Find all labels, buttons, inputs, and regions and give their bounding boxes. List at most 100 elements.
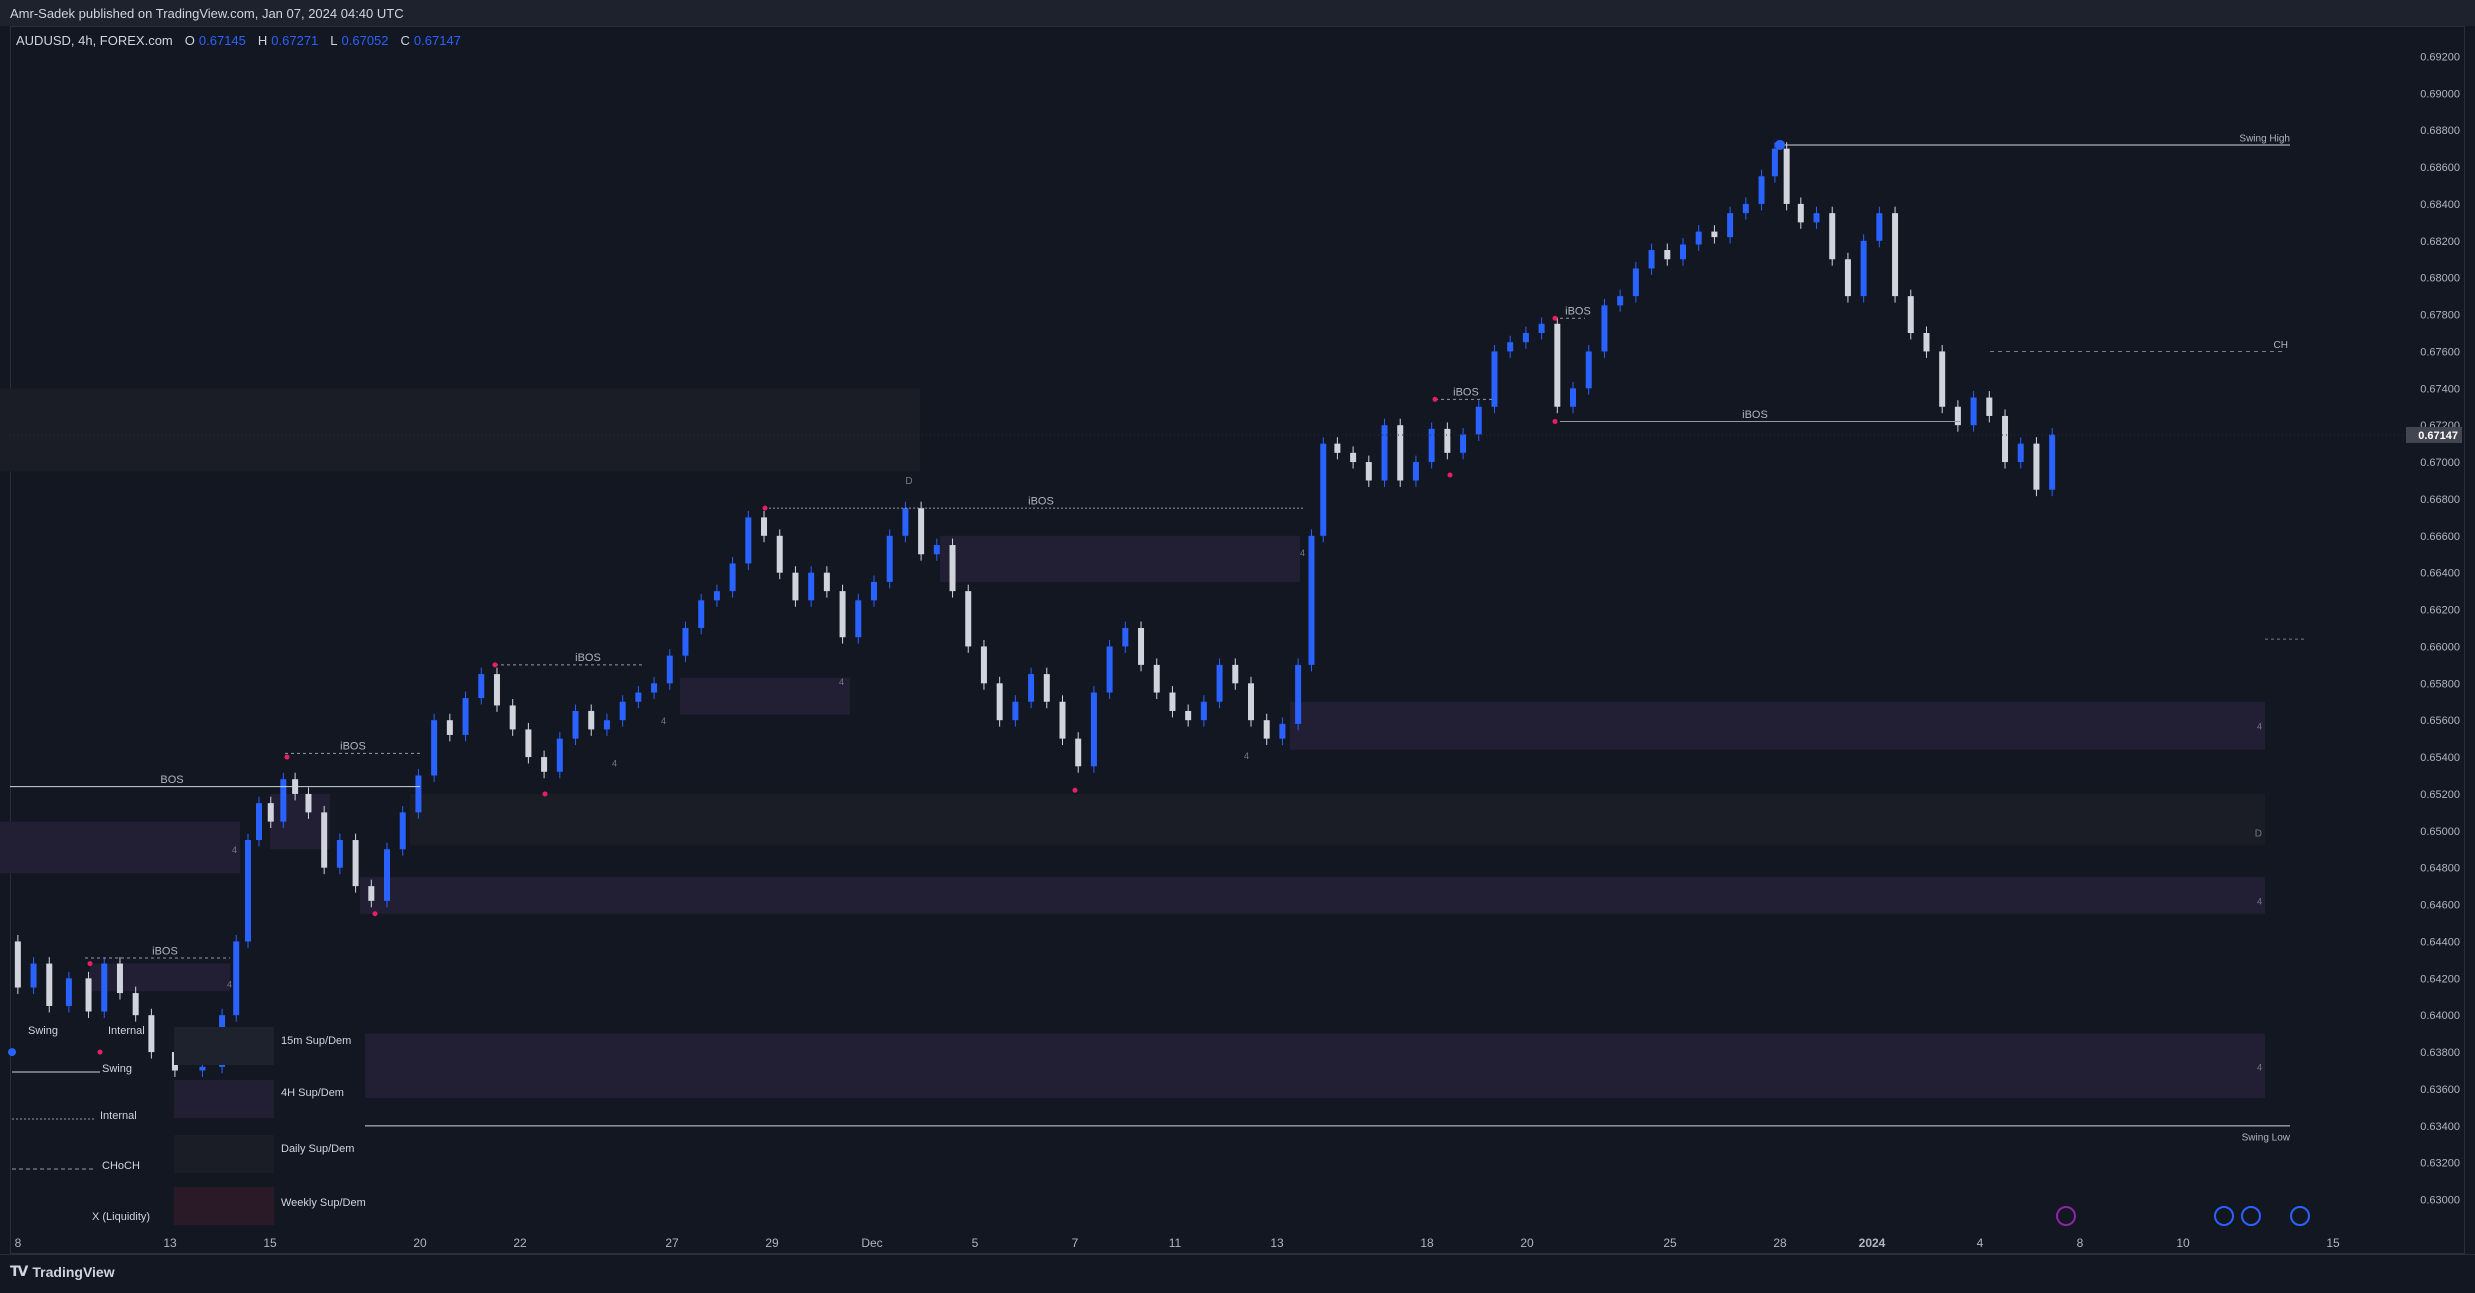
- candle-body[interactable]: [267, 803, 274, 822]
- candle-body[interactable]: [1907, 296, 1914, 333]
- candle-body[interactable]: [1617, 296, 1624, 306]
- candle-body[interactable]: [280, 779, 287, 822]
- candle-body[interactable]: [1632, 268, 1639, 297]
- candle-body[interactable]: [199, 1066, 206, 1071]
- candle-body[interactable]: [85, 978, 92, 1012]
- candle-body[interactable]: [2002, 415, 2009, 463]
- candle-body[interactable]: [1585, 351, 1592, 389]
- legend-daily-swatch[interactable]: [174, 1135, 274, 1173]
- candle-body[interactable]: [902, 508, 909, 536]
- candle-body[interactable]: [698, 600, 705, 628]
- candle-body[interactable]: [1232, 664, 1239, 684]
- candle-body[interactable]: [1279, 723, 1286, 739]
- candle-body[interactable]: [1334, 443, 1341, 453]
- candle-body[interactable]: [1570, 388, 1577, 407]
- candle-body[interactable]: [541, 757, 548, 772]
- candle-body[interactable]: [415, 775, 422, 813]
- candle-body[interactable]: [1106, 646, 1113, 693]
- candle-body[interactable]: [1090, 692, 1097, 767]
- candle-body[interactable]: [148, 1015, 155, 1053]
- candle-body[interactable]: [1122, 628, 1129, 647]
- candle-body[interactable]: [1664, 250, 1671, 260]
- candle-body[interactable]: [808, 572, 815, 601]
- candle-body[interactable]: [244, 840, 251, 942]
- candle-body[interactable]: [855, 600, 862, 638]
- candle-body[interactable]: [792, 572, 799, 601]
- candle-body[interactable]: [2049, 434, 2056, 490]
- candle-body[interactable]: [101, 963, 108, 1012]
- candle-body[interactable]: [870, 581, 877, 601]
- candle-body[interactable]: [761, 517, 768, 536]
- candle-body[interactable]: [729, 563, 736, 592]
- candle-body[interactable]: [1954, 406, 1961, 426]
- candle-body[interactable]: [603, 720, 610, 730]
- candle-body[interactable]: [886, 535, 893, 582]
- candle-body[interactable]: [980, 646, 987, 684]
- candle-body[interactable]: [1216, 664, 1223, 702]
- candle-body[interactable]: [651, 683, 658, 693]
- candle-body[interactable]: [1695, 231, 1702, 245]
- candle-body[interactable]: [462, 698, 469, 735]
- candle-body[interactable]: [14, 941, 21, 988]
- candle-body[interactable]: [1412, 462, 1419, 481]
- candle-body[interactable]: [1381, 425, 1388, 481]
- candle-body[interactable]: [918, 508, 925, 555]
- candle-body[interactable]: [1138, 628, 1145, 665]
- candle-body[interactable]: [1200, 701, 1207, 721]
- candle-body[interactable]: [65, 978, 72, 1006]
- candle-body[interactable]: [1043, 674, 1050, 702]
- candle-body[interactable]: [1923, 333, 1930, 352]
- candle-body[interactable]: [384, 849, 391, 901]
- candle-body[interactable]: [116, 963, 123, 994]
- candle-body[interactable]: [1797, 203, 1804, 223]
- candle-body[interactable]: [1939, 351, 1946, 407]
- flag-event-icon-us-1[interactable]: [2241, 1206, 2261, 1226]
- candle-body[interactable]: [1059, 701, 1066, 739]
- candle-body[interactable]: [1397, 425, 1404, 481]
- candle-body[interactable]: [776, 535, 783, 573]
- candle-body[interactable]: [1970, 397, 1977, 426]
- candle-body[interactable]: [666, 655, 673, 684]
- candle-body[interactable]: [1844, 259, 1851, 297]
- candle-body[interactable]: [1320, 443, 1327, 536]
- candle-body[interactable]: [1308, 535, 1315, 665]
- candle-body[interactable]: [525, 729, 532, 758]
- legend-weekly-swatch[interactable]: [174, 1187, 274, 1225]
- candle-body[interactable]: [1742, 203, 1749, 214]
- candle-body[interactable]: [368, 886, 375, 901]
- candle-body[interactable]: [1295, 664, 1302, 724]
- candle-body[interactable]: [2033, 443, 2040, 490]
- candle-body[interactable]: [1350, 452, 1357, 463]
- flag-event-icon-us-2[interactable]: [2290, 1206, 2310, 1226]
- candle-body[interactable]: [1475, 406, 1482, 435]
- candle-body[interactable]: [1247, 683, 1254, 721]
- candle-body[interactable]: [1185, 710, 1192, 721]
- candle-body[interactable]: [1444, 428, 1451, 453]
- candle-body[interactable]: [1365, 462, 1372, 481]
- candle-body[interactable]: [713, 591, 720, 601]
- symbol-title[interactable]: AUDUSD, 4h, FOREX.com: [16, 33, 173, 48]
- candle-body[interactable]: [1491, 351, 1498, 407]
- candle-body[interactable]: [1783, 148, 1790, 204]
- legend-15m-swatch[interactable]: [174, 1027, 274, 1065]
- candle-body[interactable]: [1460, 434, 1467, 453]
- legend-4h-swatch[interactable]: [174, 1080, 274, 1118]
- candle-body[interactable]: [1758, 176, 1765, 204]
- candle-body[interactable]: [1876, 213, 1883, 241]
- candle-body[interactable]: [336, 840, 343, 868]
- candle-body[interactable]: [1771, 148, 1778, 177]
- candle-body[interactable]: [556, 738, 563, 772]
- candle-body[interactable]: [509, 705, 516, 730]
- candle-body[interactable]: [1601, 305, 1608, 352]
- candle-body[interactable]: [1522, 333, 1529, 343]
- candle-body[interactable]: [1860, 240, 1867, 297]
- candle-body[interactable]: [305, 793, 312, 813]
- candle-body[interactable]: [682, 628, 689, 656]
- candle-body[interactable]: [1727, 213, 1734, 238]
- candle-body[interactable]: [839, 591, 846, 638]
- candle-body[interactable]: [1507, 342, 1514, 352]
- candle-body[interactable]: [1648, 250, 1655, 269]
- candle-body[interactable]: [2017, 443, 2024, 463]
- candle-body[interactable]: [635, 692, 642, 702]
